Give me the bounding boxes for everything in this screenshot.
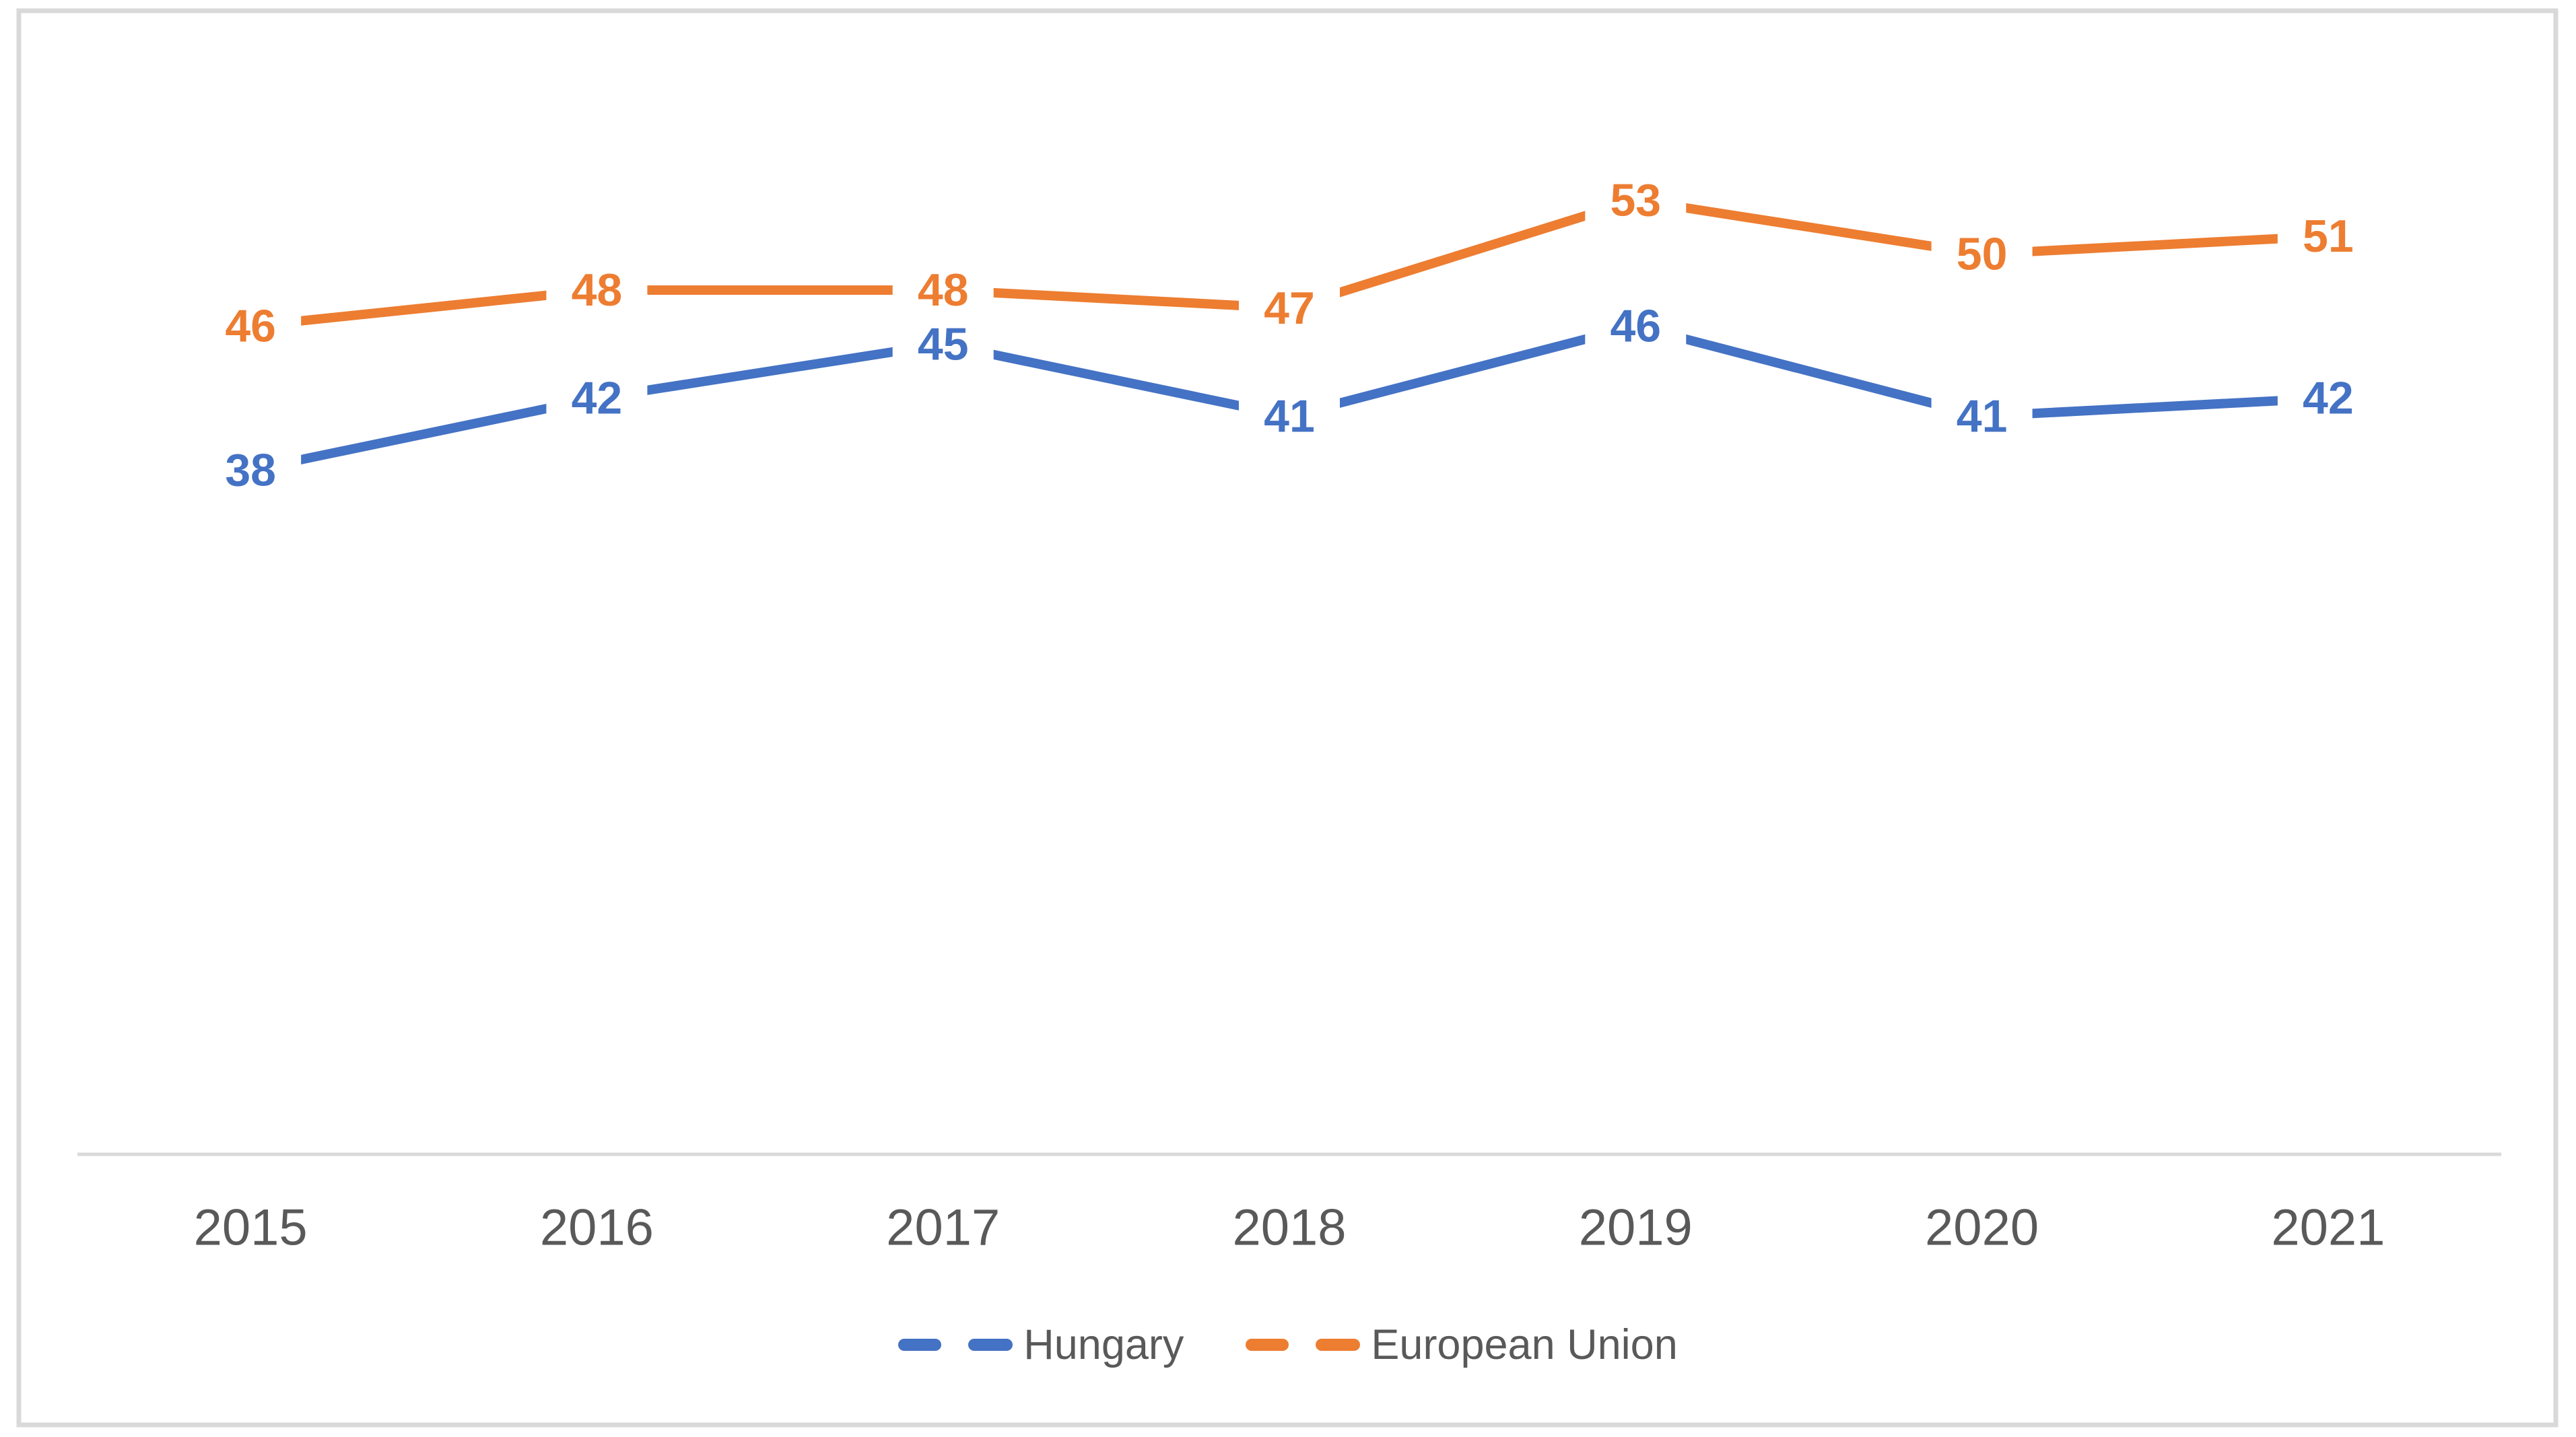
x-tick-label: 2017 [886,1199,1000,1257]
data-label-gap [200,440,302,501]
data-label: 51 [2303,211,2354,262]
data-label-gap [2277,205,2379,267]
chart-legend: Hungary European Union [0,1321,2576,1369]
x-tick-label: 2018 [1232,1199,1346,1257]
data-label: 41 [1264,390,1315,442]
data-label: 41 [1957,390,2008,442]
x-tick-label: 2020 [1925,1199,2039,1257]
data-label-gap [1931,223,2033,285]
data-label: 53 [1610,174,1661,225]
hungary-dashed-line-icon [898,1339,1013,1352]
data-label-gap [1239,386,1340,447]
data-label: 46 [225,301,276,352]
data-label: 38 [225,445,276,496]
legend-label-hungary: Hungary [1023,1321,1184,1368]
dash [1246,1339,1289,1352]
figure-border [16,8,2558,1428]
european-union-dashed-line-icon [1246,1339,1361,1352]
data-label-gap [1585,170,1687,231]
legend-label-european-union: European Union [1371,1321,1678,1368]
data-label-gap [892,260,994,320]
data-label-gap [1239,277,1340,339]
x-tick-label: 2019 [1579,1199,1693,1257]
data-label-gap [1585,295,1687,357]
data-label-gap [546,260,648,320]
data-label: 46 [1610,301,1661,352]
x-tick-label: 2021 [2271,1199,2385,1257]
data-label: 47 [1264,283,1315,334]
data-label-gap [2277,367,2379,429]
dash [1316,1339,1361,1352]
legend-item-hungary[interactable]: Hungary [898,1321,1184,1369]
dash [968,1339,1013,1352]
data-label-gap [1931,386,2033,447]
data-label-gap [892,314,994,375]
data-label: 45 [918,318,969,370]
data-label-gap [546,367,648,429]
dash [898,1339,942,1352]
data-label: 42 [572,373,623,424]
data-label: 42 [2303,373,2354,424]
x-tick-label: 2016 [540,1199,654,1257]
data-label-gap [200,295,302,357]
data-label: 48 [918,265,969,316]
x-tick-label: 2015 [194,1199,308,1257]
data-label: 48 [572,265,623,316]
data-label: 50 [1957,229,2008,280]
legend-item-european-union[interactable]: European Union [1246,1321,1678,1369]
